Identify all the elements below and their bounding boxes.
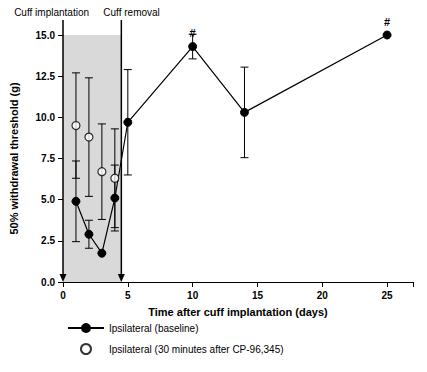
svg-text:0.0: 0.0	[41, 277, 55, 288]
svg-text:Ipsilateral (30 minutes after: Ipsilateral (30 minutes after CP-96,345)	[109, 344, 284, 355]
svg-text:7.5: 7.5	[41, 153, 55, 164]
svg-text:Cuff implantation: Cuff implantation	[14, 7, 89, 18]
svg-text:5.0: 5.0	[41, 194, 55, 205]
svg-text:Ipsilateral (baseline): Ipsilateral (baseline)	[109, 323, 199, 334]
svg-text:2.5: 2.5	[41, 235, 55, 246]
svg-text:10.0: 10.0	[36, 112, 56, 123]
svg-text:#: #	[190, 27, 196, 39]
svg-text:Time after cuff implantation (: Time after cuff implantation (days)	[148, 306, 328, 318]
svg-text:50% withdrawal threshold (g): 50% withdrawal threshold (g)	[8, 82, 20, 235]
svg-text:10: 10	[187, 290, 199, 301]
svg-text:20: 20	[317, 290, 329, 301]
svg-text:15: 15	[252, 290, 264, 301]
svg-text:15.0: 15.0	[36, 30, 56, 41]
svg-text:Cuff removal: Cuff removal	[103, 7, 160, 18]
svg-text:12.5: 12.5	[36, 71, 56, 82]
svg-text:0: 0	[60, 290, 66, 301]
svg-text:5: 5	[125, 290, 131, 301]
svg-text:#: #	[384, 16, 390, 28]
svg-text:25: 25	[382, 290, 394, 301]
